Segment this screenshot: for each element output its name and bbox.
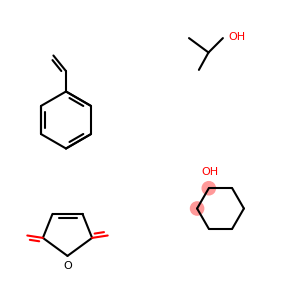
Text: OH: OH (228, 32, 245, 42)
Circle shape (190, 202, 204, 215)
Circle shape (202, 182, 215, 195)
Text: OH: OH (202, 167, 219, 177)
Text: O: O (63, 261, 72, 271)
